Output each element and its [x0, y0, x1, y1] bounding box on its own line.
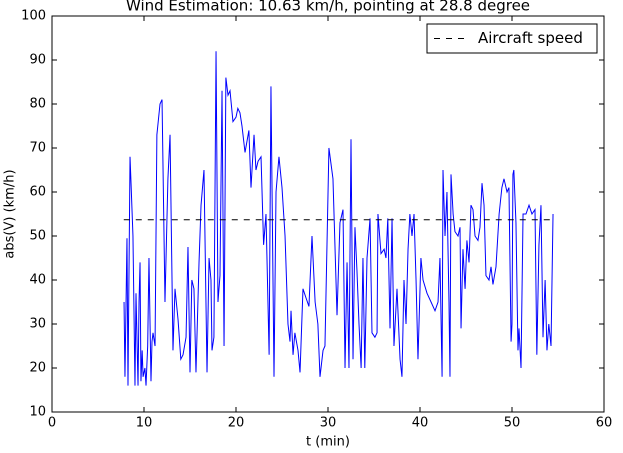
legend-label: Aircraft speed	[478, 29, 583, 47]
x-axis-label: t (min)	[306, 435, 350, 450]
x-tick-label: 50	[504, 416, 521, 431]
data-line	[123, 51, 554, 386]
y-axis-label: abs(V) (km/h)	[3, 169, 18, 258]
y-tick-label: 80	[29, 97, 46, 112]
y-tick-label: 100	[21, 9, 46, 24]
y-tick-label: 10	[29, 405, 46, 420]
x-tick-label: 60	[596, 416, 613, 431]
legend-box	[426, 23, 598, 54]
y-tick-label: 30	[29, 317, 46, 332]
x-tick-label: 10	[136, 416, 153, 431]
y-tick-label: 40	[29, 273, 46, 288]
y-tick-label: 70	[29, 141, 46, 156]
x-tick-label: 30	[320, 416, 337, 431]
y-tick-label: 20	[29, 361, 46, 376]
y-tick-label: 90	[29, 53, 46, 68]
chart-title: Wind Estimation: 10.63 km/h, pointing at…	[126, 0, 530, 15]
x-tick-label: 40	[412, 416, 429, 431]
x-tick-label: 20	[228, 416, 245, 431]
y-tick-label: 60	[29, 185, 46, 200]
plot-frame	[51, 15, 605, 413]
y-tick-label: 50	[29, 229, 46, 244]
x-tick-label: 0	[48, 416, 56, 431]
